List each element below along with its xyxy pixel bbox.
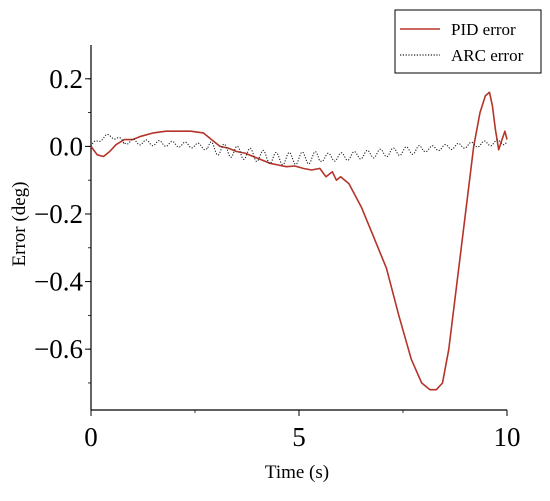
series-layer <box>90 91 508 391</box>
x-tick-label: 10 <box>494 422 521 452</box>
y-tick-label: −0.4 <box>34 267 83 297</box>
series-line-arc-error <box>90 133 508 166</box>
y-tick-label: −0.2 <box>34 199 83 229</box>
labels-layer: Time (s) Error (deg) <box>9 182 329 483</box>
legend-label-pid-error: PID error <box>451 20 516 39</box>
x-axis-title: Time (s) <box>265 462 329 483</box>
legend: PID error ARC error <box>394 9 542 74</box>
y-tick-label: 0.0 <box>49 131 83 161</box>
legend-label-arc-error: ARC error <box>451 46 524 65</box>
axes-layer: 0.2 0.0 −0.2 −0.4 −0.6 0 5 10 <box>34 45 521 452</box>
x-tick-label: 0 <box>84 422 98 452</box>
series-line-pid-error <box>90 91 508 391</box>
y-axis-title: Error (deg) <box>9 182 30 267</box>
x-tick-label: 5 <box>292 422 306 452</box>
legend-box <box>394 9 542 74</box>
y-tick-label: −0.6 <box>34 334 83 364</box>
y-tick-label: 0.2 <box>49 64 83 94</box>
